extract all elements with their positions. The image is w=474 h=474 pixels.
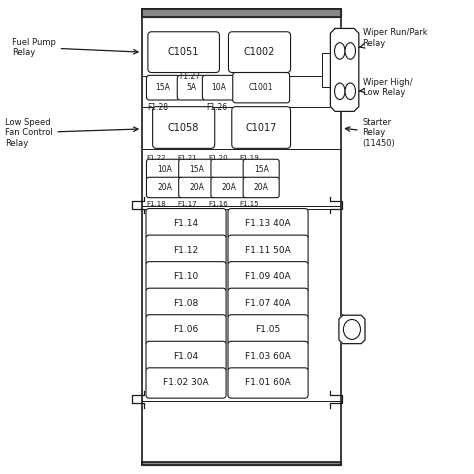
- Ellipse shape: [335, 83, 345, 100]
- Text: F1.06: F1.06: [173, 326, 199, 334]
- Text: F1.13 40A: F1.13 40A: [245, 219, 291, 228]
- FancyBboxPatch shape: [146, 159, 182, 180]
- Text: F1.15: F1.15: [239, 201, 259, 207]
- FancyBboxPatch shape: [243, 159, 279, 180]
- FancyBboxPatch shape: [202, 75, 236, 100]
- FancyBboxPatch shape: [146, 262, 226, 292]
- Text: F1.27: F1.27: [179, 72, 200, 81]
- FancyBboxPatch shape: [228, 32, 291, 73]
- FancyBboxPatch shape: [228, 288, 308, 319]
- Text: F1.01 60A: F1.01 60A: [245, 379, 291, 387]
- Polygon shape: [330, 28, 359, 111]
- Text: F1.09 40A: F1.09 40A: [245, 273, 291, 281]
- Ellipse shape: [345, 83, 356, 100]
- Text: F1.28: F1.28: [147, 103, 168, 112]
- FancyBboxPatch shape: [211, 177, 247, 198]
- Ellipse shape: [343, 319, 360, 339]
- Text: Wiper High/
Low Relay: Wiper High/ Low Relay: [360, 78, 412, 97]
- Text: Starter
Relay
(11450): Starter Relay (11450): [346, 118, 395, 147]
- FancyBboxPatch shape: [146, 235, 226, 265]
- Ellipse shape: [345, 43, 356, 59]
- Text: Low Speed
Fan Control
Relay: Low Speed Fan Control Relay: [5, 118, 138, 147]
- Text: F1.16: F1.16: [208, 201, 228, 207]
- Text: 20A: 20A: [157, 183, 172, 192]
- FancyBboxPatch shape: [211, 159, 247, 180]
- FancyBboxPatch shape: [146, 288, 226, 319]
- FancyBboxPatch shape: [146, 341, 226, 372]
- FancyBboxPatch shape: [146, 177, 182, 198]
- FancyBboxPatch shape: [179, 159, 215, 180]
- Text: Fuel Pump
Relay: Fuel Pump Relay: [12, 38, 138, 57]
- Text: F1.18: F1.18: [146, 201, 166, 207]
- Bar: [142, 9, 341, 17]
- FancyBboxPatch shape: [146, 368, 226, 398]
- FancyBboxPatch shape: [146, 75, 180, 100]
- Text: F1.02 30A: F1.02 30A: [163, 379, 209, 387]
- FancyBboxPatch shape: [228, 262, 308, 292]
- Text: 10A: 10A: [157, 165, 172, 174]
- Text: F1.03 60A: F1.03 60A: [245, 352, 291, 361]
- Bar: [142, 9, 341, 17]
- FancyBboxPatch shape: [228, 315, 308, 345]
- Polygon shape: [339, 315, 365, 344]
- Text: C1002: C1002: [244, 47, 275, 57]
- FancyBboxPatch shape: [228, 209, 308, 239]
- FancyBboxPatch shape: [179, 177, 215, 198]
- Text: F1.21: F1.21: [177, 155, 197, 161]
- Text: 10A: 10A: [211, 83, 227, 92]
- Text: F1.22: F1.22: [146, 155, 166, 161]
- Text: C1017: C1017: [246, 122, 277, 133]
- Text: 5A: 5A: [186, 83, 197, 92]
- Text: 15A: 15A: [189, 165, 204, 174]
- Text: 20A: 20A: [254, 183, 269, 192]
- Text: F1.26: F1.26: [206, 103, 227, 112]
- Text: F1.07 40A: F1.07 40A: [245, 299, 291, 308]
- Text: F1.10: F1.10: [173, 273, 199, 281]
- Text: F1.04: F1.04: [173, 352, 199, 361]
- Text: F1.08: F1.08: [173, 299, 199, 308]
- Text: F1.17: F1.17: [177, 201, 197, 207]
- Text: 20A: 20A: [221, 183, 237, 192]
- Text: F1.20: F1.20: [208, 155, 228, 161]
- Text: 15A: 15A: [254, 165, 269, 174]
- FancyBboxPatch shape: [228, 235, 308, 265]
- FancyBboxPatch shape: [228, 368, 308, 398]
- FancyBboxPatch shape: [228, 341, 308, 372]
- Bar: [142, 462, 341, 465]
- FancyBboxPatch shape: [148, 32, 219, 73]
- FancyBboxPatch shape: [243, 177, 279, 198]
- Bar: [142, 462, 341, 465]
- FancyBboxPatch shape: [177, 75, 206, 100]
- Bar: [322, 54, 330, 87]
- FancyBboxPatch shape: [146, 209, 226, 239]
- Text: F1.14: F1.14: [173, 219, 199, 228]
- Text: 20A: 20A: [189, 183, 204, 192]
- Ellipse shape: [335, 43, 345, 59]
- Text: F1.19: F1.19: [239, 155, 259, 161]
- Text: C1058: C1058: [168, 122, 200, 133]
- Text: 15A: 15A: [155, 83, 171, 92]
- FancyBboxPatch shape: [146, 315, 226, 345]
- Text: F1.12: F1.12: [173, 246, 199, 255]
- FancyBboxPatch shape: [153, 107, 215, 148]
- Text: F1.11 50A: F1.11 50A: [245, 246, 291, 255]
- Text: C1051: C1051: [168, 47, 200, 57]
- FancyBboxPatch shape: [232, 107, 291, 148]
- Text: F1.05: F1.05: [255, 326, 281, 334]
- Bar: [142, 9, 341, 465]
- FancyBboxPatch shape: [233, 73, 290, 103]
- Text: Wiper Run/Park
Relay: Wiper Run/Park Relay: [360, 28, 427, 48]
- Text: C1001: C1001: [249, 83, 273, 92]
